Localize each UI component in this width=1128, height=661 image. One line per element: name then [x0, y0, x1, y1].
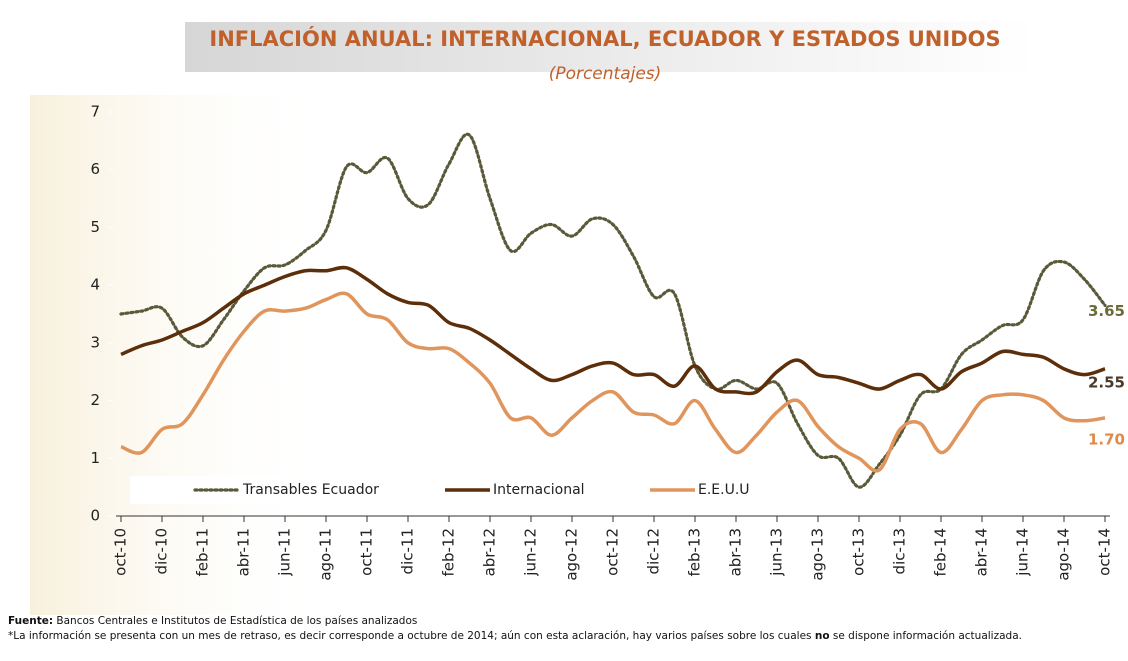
data-label: 2.55 [1088, 373, 1125, 391]
x-tick-label: oct-12 [604, 528, 622, 576]
x-tick-label: ago-13 [809, 528, 827, 581]
chart-title: INFLACIÓN ANUAL: INTERNACIONAL, ECUADOR … [209, 26, 1000, 51]
chart-subtitle: (Porcentajes) [549, 64, 662, 84]
source-label: Fuente: [8, 615, 54, 627]
footnote: *La información se presenta con un mes d… [8, 629, 1108, 643]
x-tick-label: dic-11 [399, 528, 417, 574]
series-line [120, 265, 1106, 396]
x-tick-label: jun-11 [276, 528, 294, 577]
y-tick-label: 5 [90, 218, 100, 236]
x-tick-label: oct-10 [112, 528, 130, 576]
y-tick-label: 4 [90, 276, 100, 294]
x-tick-label: jun-13 [768, 528, 786, 577]
x-tick-label: feb-13 [686, 528, 704, 577]
y-tick-label: 2 [90, 391, 100, 409]
x-tick-label: oct-13 [850, 528, 868, 576]
legend-label: Transables Ecuador [242, 482, 379, 498]
x-tick-label: ago-14 [1055, 528, 1073, 581]
y-tick-label: 7 [90, 103, 100, 121]
x-tick-label: ago-12 [563, 528, 581, 581]
source-text: Bancos Centrales e Institutos de Estadís… [56, 615, 418, 627]
data-label: 1.70 [1088, 430, 1125, 448]
x-tick-label: oct-11 [358, 528, 376, 576]
y-tick-label: 3 [90, 333, 100, 351]
x-tick-label: abr-12 [481, 528, 499, 576]
footnote-text: *La información se presenta con un mes d… [8, 630, 812, 642]
footnote-bold: no [814, 630, 830, 642]
legend-label: E.E.U.U [698, 482, 750, 498]
legend-label: Internacional [493, 482, 585, 498]
x-tick-label: jun-14 [1014, 528, 1032, 577]
y-tick-label: 6 [90, 160, 100, 178]
title-banner [185, 22, 1035, 72]
footnote-text-end: se dispone información actualizada. [832, 630, 1022, 642]
x-tick-label: jun-12 [522, 528, 540, 577]
series-line [120, 291, 1106, 473]
y-tick-label: 1 [90, 449, 100, 467]
x-tick-label: feb-11 [194, 528, 212, 577]
data-label: 3.65 [1088, 302, 1125, 320]
x-tick-label: ago-11 [317, 528, 335, 581]
x-tick-label: dic-13 [891, 528, 909, 574]
x-tick-label: oct-14 [1096, 528, 1114, 576]
x-tick-label: abr-14 [973, 528, 991, 576]
y-tick-label: 0 [90, 507, 100, 525]
x-tick-label: feb-14 [932, 528, 950, 577]
chart: INFLACIÓN ANUAL: INTERNACIONAL, ECUADOR … [30, 22, 1125, 615]
x-tick-label: dic-10 [153, 528, 171, 574]
x-tick-label: abr-13 [727, 528, 745, 576]
x-tick-label: feb-12 [440, 528, 458, 577]
x-tick-label: abr-11 [235, 528, 253, 576]
source-note: Fuente: Bancos Centrales e Institutos de… [8, 614, 1108, 628]
x-tick-label: dic-12 [645, 528, 663, 574]
background-decoration [30, 95, 330, 615]
